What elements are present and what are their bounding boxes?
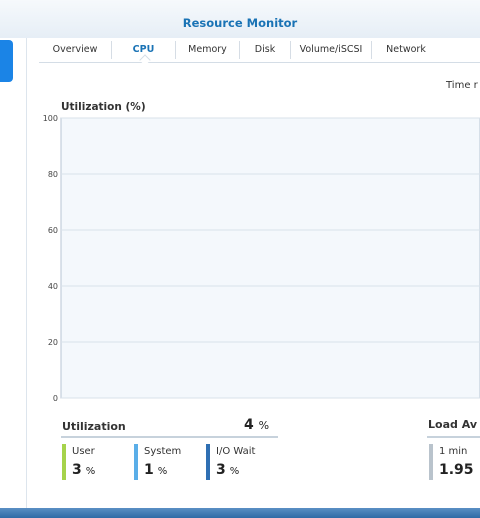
y-tick-label: 0 <box>53 394 58 403</box>
window-title: Resource Monitor <box>182 16 298 30</box>
tab-disk[interactable]: Disk <box>240 41 291 59</box>
metric-user-bar <box>62 444 66 480</box>
metric-io-wait-value: 3% <box>216 462 240 478</box>
utilization-total: 4 % <box>244 417 269 433</box>
bottom-bar <box>0 508 480 518</box>
metric-system-value: 1% <box>144 462 168 478</box>
load-1min: 1 min 1.95 <box>429 444 480 480</box>
metric-io-wait-label: I/O Wait <box>216 446 256 457</box>
tab-volume-iscsi[interactable]: Volume/iSCSI <box>291 41 372 59</box>
y-tick-label: 100 <box>43 114 58 123</box>
main-panel: Overview CPU Memory Disk Volume/iSCSI Ne… <box>27 38 480 508</box>
load-average-label: Load Av <box>428 418 477 431</box>
utilization-divider <box>61 436 278 438</box>
utilization-label: Utilization <box>62 420 126 433</box>
side-panel-button[interactable] <box>0 40 13 82</box>
y-tick-label: 20 <box>48 338 58 347</box>
metric-system-bar <box>134 444 138 480</box>
chart-title: Utilization (%) <box>61 101 146 113</box>
load-1min-value: 1.95 <box>439 462 474 478</box>
metric-user-value: 3% <box>72 462 96 478</box>
metric-system-label: System <box>144 446 182 457</box>
metric-system: System 1% <box>134 444 204 480</box>
left-sidebar-strip <box>0 38 27 518</box>
time-range-label[interactable]: Time r <box>446 80 478 91</box>
y-tick-label: 60 <box>48 226 58 235</box>
tab-network[interactable]: Network <box>386 44 426 55</box>
y-tick-label: 80 <box>48 170 58 179</box>
utilization-total-value: 4 <box>244 417 254 433</box>
tab-memory[interactable]: Memory <box>176 41 240 59</box>
metric-io-wait: I/O Wait 3% <box>206 444 286 480</box>
utilization-total-unit: % <box>258 419 270 432</box>
chart-plot-area <box>60 117 480 399</box>
load-1min-label: 1 min <box>439 446 468 457</box>
window-titlebar: Resource Monitor <box>0 0 480 39</box>
metric-user-label: User <box>72 446 95 457</box>
y-tick-label: 40 <box>48 282 58 291</box>
tab-cpu[interactable]: CPU <box>112 41 176 59</box>
tab-bar: Overview CPU Memory Disk Volume/iSCSI Ne… <box>39 38 480 66</box>
tab-overview[interactable]: Overview <box>39 41 112 59</box>
load-average-divider <box>427 436 480 438</box>
load-1min-bar <box>429 444 433 480</box>
metric-user: User 3% <box>62 444 132 480</box>
metric-io-wait-bar <box>206 444 210 480</box>
utilization-chart: 0 20 40 60 80 100 <box>43 114 480 403</box>
